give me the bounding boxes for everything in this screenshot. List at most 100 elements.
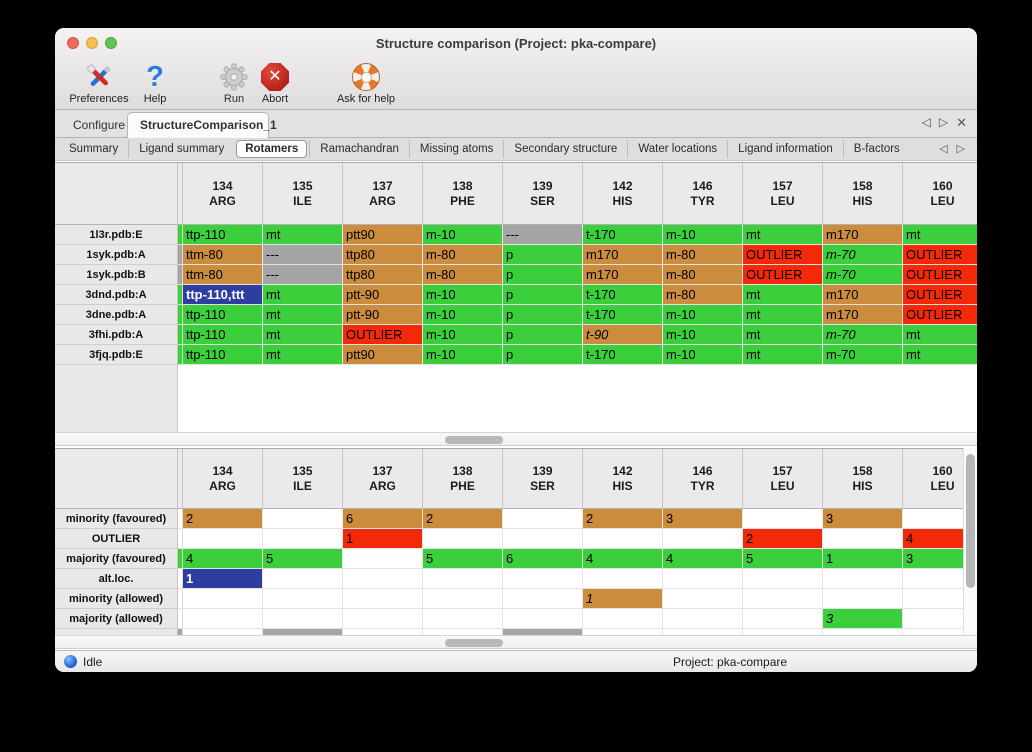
table-cell[interactable]: 5 [263, 549, 343, 569]
zoom-window-button[interactable] [105, 37, 117, 49]
table-cell[interactable]: mt [743, 285, 823, 305]
table-cell[interactable]: m-10 [423, 345, 503, 365]
column-header-158[interactable]: 158 HIS [823, 163, 903, 225]
column-header-137[interactable]: 137 ARG [343, 449, 423, 509]
table-cell[interactable]: mt [263, 285, 343, 305]
table-cell[interactable] [903, 569, 963, 589]
table-cell[interactable]: OUTLIER [743, 245, 823, 265]
table-cell[interactable]: p [503, 325, 583, 345]
table-cell[interactable]: m-10 [423, 325, 503, 345]
subtab-ligand-summary[interactable]: Ligand summary [128, 140, 234, 158]
table-cell[interactable] [823, 589, 903, 609]
table-cell[interactable]: mt [263, 225, 343, 245]
subtab-rotamers[interactable]: Rotamers [236, 140, 308, 158]
table-cell[interactable]: mt [903, 225, 977, 245]
table-cell[interactable]: ttp-110 [183, 325, 263, 345]
column-header-142[interactable]: 142 HIS [583, 449, 663, 509]
table-cell[interactable] [503, 589, 583, 609]
table-cell[interactable]: 4 [583, 549, 663, 569]
table-cell[interactable]: p [503, 265, 583, 285]
table-cell[interactable] [743, 509, 823, 529]
column-header-135[interactable]: 135 ILE [263, 449, 343, 509]
table-cell[interactable]: p [503, 285, 583, 305]
table-cell[interactable] [263, 529, 343, 549]
table-cell[interactable]: 6 [503, 549, 583, 569]
column-header-160[interactable]: 160 LEU [903, 163, 977, 225]
column-header-135[interactable]: 135 ILE [263, 163, 343, 225]
table-cell[interactable]: m-80 [423, 245, 503, 265]
subtab-secondary-structure[interactable]: Secondary structure [503, 140, 627, 158]
table-cell[interactable] [423, 569, 503, 589]
table-cell[interactable] [823, 529, 903, 549]
table-cell[interactable] [263, 609, 343, 629]
table-cell[interactable]: OUTLIER [903, 265, 977, 285]
table-cell[interactable] [343, 549, 423, 569]
table-cell[interactable]: p [503, 245, 583, 265]
table-cell[interactable]: m170 [583, 265, 663, 285]
table-cell[interactable]: m-70 [823, 345, 903, 365]
table-cell[interactable]: ttp-110 [183, 225, 263, 245]
table-cell[interactable]: t-170 [583, 225, 663, 245]
table-cell[interactable] [183, 609, 263, 629]
structure-table-hscroll-thumb[interactable] [445, 436, 503, 444]
table-cell[interactable] [903, 609, 963, 629]
subtab-scroll-left-icon[interactable]: ◁ [939, 143, 948, 155]
table-cell[interactable] [503, 509, 583, 529]
column-header-142[interactable]: 142 HIS [583, 163, 663, 225]
column-header-137[interactable]: 137 ARG [343, 163, 423, 225]
table-cell[interactable]: ttp80 [343, 245, 423, 265]
table-cell[interactable] [823, 569, 903, 589]
tab-configure[interactable]: Configure [73, 118, 126, 132]
table-cell[interactable]: ttm-80 [183, 245, 263, 265]
table-cell[interactable]: 2 [183, 509, 263, 529]
table-cell[interactable]: mt [263, 325, 343, 345]
run-button[interactable]: Run [213, 62, 255, 108]
table-cell[interactable] [743, 569, 823, 589]
table-cell[interactable]: 2 [423, 509, 503, 529]
subtab-b-factors[interactable]: B-factors [842, 140, 910, 158]
table-cell[interactable]: ttp-110 [183, 345, 263, 365]
row-header-1l3r-pdb-e[interactable]: 1l3r.pdb:E [55, 225, 178, 245]
table-cell[interactable] [263, 509, 343, 529]
column-header-146[interactable]: 146 TYR [663, 163, 743, 225]
row-header-minority-allowed[interactable]: minority (allowed) [55, 589, 178, 609]
table-cell[interactable]: ttp80 [343, 265, 423, 285]
ask-for-help-button[interactable]: Ask for help [327, 62, 405, 108]
summary-table-hscrollbar[interactable] [55, 635, 977, 649]
table-cell[interactable]: --- [263, 245, 343, 265]
table-cell[interactable] [903, 509, 963, 529]
table-cell[interactable]: p [503, 345, 583, 365]
table-cell[interactable] [663, 569, 743, 589]
table-cell[interactable]: 4 [183, 549, 263, 569]
table-cell[interactable]: 4 [663, 549, 743, 569]
table-cell[interactable]: 1 [183, 569, 263, 589]
table-cell[interactable]: 6 [343, 509, 423, 529]
table-cell[interactable] [583, 609, 663, 629]
subtab-ramachandran[interactable]: Ramachandran [309, 140, 409, 158]
row-header-majority-favoured[interactable]: majority (favoured) [55, 549, 178, 569]
table-cell[interactable]: m-10 [663, 225, 743, 245]
table-cell[interactable] [263, 589, 343, 609]
table-cell[interactable]: m170 [823, 225, 903, 245]
table-cell[interactable]: mt [743, 345, 823, 365]
column-header-157[interactable]: 157 LEU [743, 449, 823, 509]
table-cell[interactable]: m-70 [823, 265, 903, 285]
structure-table-hscrollbar[interactable] [55, 432, 977, 446]
table-cell[interactable]: m-70 [823, 245, 903, 265]
column-header-146[interactable]: 146 TYR [663, 449, 743, 509]
table-cell[interactable] [663, 589, 743, 609]
column-header-134[interactable]: 134 ARG [183, 449, 263, 509]
table-cell[interactable] [423, 609, 503, 629]
row-header-3fjq-pdb-e[interactable]: 3fjq.pdb:E [55, 345, 178, 365]
table-cell[interactable]: m-10 [663, 305, 743, 325]
table-cell[interactable]: 2 [743, 529, 823, 549]
table-cell[interactable] [663, 609, 743, 629]
table-cell[interactable] [183, 529, 263, 549]
table-cell[interactable] [503, 569, 583, 589]
table-cell[interactable]: ttm-80 [183, 265, 263, 285]
row-header-outlier[interactable]: OUTLIER [55, 529, 178, 549]
table-cell[interactable]: OUTLIER [343, 325, 423, 345]
row-header-alt-loc[interactable]: alt.loc. [55, 569, 178, 589]
tab-scroll-left-icon[interactable]: ◁ [921, 115, 931, 129]
table-cell[interactable]: 1 [823, 549, 903, 569]
